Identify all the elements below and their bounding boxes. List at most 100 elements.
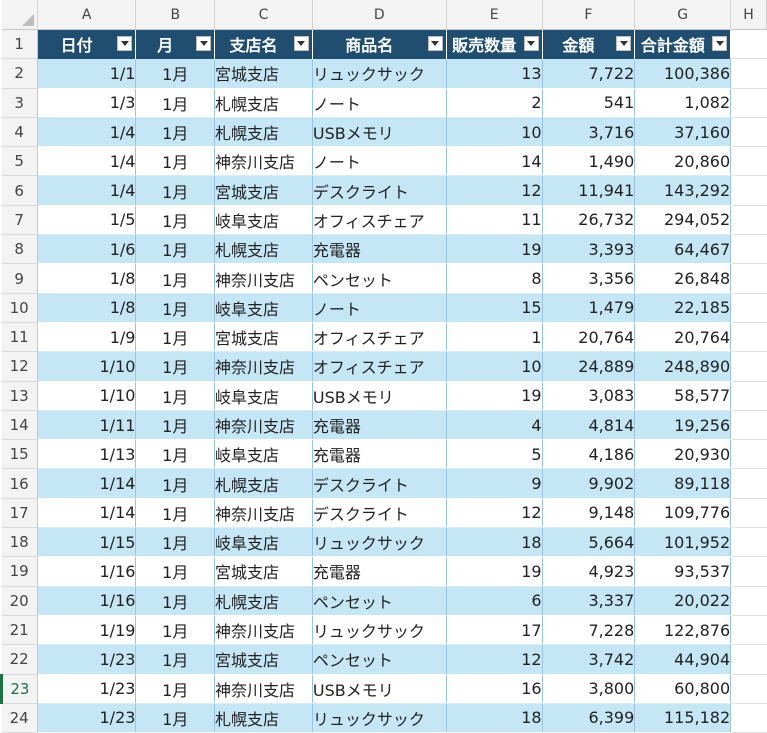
branch-cell[interactable]: 札幌支店 — [214, 88, 313, 118]
empty-cell-h[interactable] — [730, 322, 767, 353]
empty-cell-h[interactable] — [730, 527, 767, 558]
filter-dropdown-button[interactable] — [196, 36, 212, 51]
total-cell[interactable]: 1,082 — [634, 88, 732, 118]
empty-cell-h[interactable] — [730, 674, 767, 704]
row-header[interactable]: 20 — [1, 586, 38, 616]
date-cell[interactable]: 1/4 — [37, 117, 137, 148]
empty-cell-h[interactable] — [730, 175, 767, 206]
price-cell[interactable]: 7,722 — [542, 58, 636, 89]
date-cell[interactable]: 1/23 — [37, 644, 137, 675]
product-cell[interactable]: USBメモリ — [312, 381, 447, 411]
branch-cell[interactable]: 宮城支店 — [214, 556, 313, 587]
month-cell[interactable]: 1月 — [135, 498, 216, 529]
quantity-cell[interactable]: 12 — [446, 175, 543, 206]
branch-cell[interactable]: 宮城支店 — [214, 175, 313, 206]
total-cell[interactable]: 60,800 — [634, 674, 732, 704]
column-header-g[interactable]: G — [634, 0, 732, 30]
row-header[interactable]: 2 — [1, 58, 38, 89]
date-cell[interactable]: 1/8 — [37, 263, 137, 294]
product-cell[interactable]: USBメモリ — [312, 674, 447, 704]
product-cell[interactable]: リュックサック — [312, 58, 447, 89]
date-cell[interactable]: 1/3 — [37, 88, 137, 118]
price-cell[interactable]: 24,889 — [542, 351, 636, 382]
date-cell[interactable]: 1/23 — [37, 674, 137, 704]
date-cell[interactable]: 1/6 — [37, 234, 137, 265]
branch-cell[interactable]: 札幌支店 — [214, 234, 313, 265]
month-cell[interactable]: 1月 — [135, 439, 216, 470]
branch-cell[interactable]: 神奈川支店 — [214, 351, 313, 382]
product-cell[interactable]: ペンセット — [312, 644, 447, 675]
product-cell[interactable]: ノート — [312, 88, 447, 118]
quantity-cell[interactable]: 11 — [446, 205, 543, 236]
empty-cell-h[interactable] — [730, 586, 767, 616]
empty-cell-h[interactable] — [730, 381, 767, 411]
branch-cell[interactable]: 岐阜支店 — [214, 293, 313, 323]
date-cell[interactable]: 1/11 — [37, 410, 137, 441]
date-cell[interactable]: 1/4 — [37, 146, 137, 177]
row-header[interactable]: 11 — [1, 322, 38, 353]
price-cell[interactable]: 11,941 — [542, 175, 636, 206]
product-cell[interactable]: デスクライト — [312, 468, 447, 499]
empty-cell-h[interactable] — [730, 615, 767, 646]
quantity-cell[interactable]: 10 — [446, 351, 543, 382]
branch-cell[interactable]: 札幌支店 — [214, 703, 313, 733]
product-cell[interactable]: リュックサック — [312, 703, 447, 733]
quantity-cell[interactable]: 18 — [446, 703, 543, 733]
price-cell[interactable]: 4,814 — [542, 410, 636, 441]
quantity-cell[interactable]: 14 — [446, 146, 543, 177]
row-header[interactable]: 3 — [1, 88, 38, 118]
filter-dropdown-button[interactable] — [616, 36, 632, 51]
date-cell[interactable]: 1/9 — [37, 322, 137, 353]
date-cell[interactable]: 1/19 — [37, 615, 137, 646]
empty-cell-h[interactable] — [730, 703, 767, 733]
month-cell[interactable]: 1月 — [135, 88, 216, 118]
quantity-cell[interactable]: 19 — [446, 381, 543, 411]
price-cell[interactable]: 3,356 — [542, 263, 636, 294]
row-header[interactable]: 22 — [1, 644, 38, 675]
empty-cell-h[interactable] — [730, 644, 767, 675]
column-header-e[interactable]: E — [446, 0, 543, 30]
branch-cell[interactable]: 宮城支店 — [214, 322, 313, 353]
total-cell[interactable]: 100,386 — [634, 58, 732, 89]
total-cell[interactable]: 20,022 — [634, 586, 732, 616]
branch-cell[interactable]: 宮城支店 — [214, 58, 313, 89]
row-header[interactable]: 5 — [1, 146, 38, 177]
branch-cell[interactable]: 札幌支店 — [214, 468, 313, 499]
quantity-cell[interactable]: 18 — [446, 527, 543, 558]
table-header-cell[interactable]: 金額 — [542, 29, 636, 59]
month-cell[interactable]: 1月 — [135, 175, 216, 206]
date-cell[interactable]: 1/14 — [37, 468, 137, 499]
month-cell[interactable]: 1月 — [135, 703, 216, 733]
product-cell[interactable]: リュックサック — [312, 615, 447, 646]
month-cell[interactable]: 1月 — [135, 468, 216, 499]
row-header[interactable]: 13 — [1, 381, 38, 411]
total-cell[interactable]: 93,537 — [634, 556, 732, 587]
date-cell[interactable]: 1/10 — [37, 351, 137, 382]
branch-cell[interactable]: 札幌支店 — [214, 586, 313, 616]
empty-cell-h[interactable] — [730, 88, 767, 118]
product-cell[interactable]: デスクライト — [312, 498, 447, 529]
price-cell[interactable]: 541 — [542, 88, 636, 118]
price-cell[interactable]: 3,716 — [542, 117, 636, 148]
month-cell[interactable]: 1月 — [135, 293, 216, 323]
product-cell[interactable]: デスクライト — [312, 175, 447, 206]
total-cell[interactable]: 64,467 — [634, 234, 732, 265]
month-cell[interactable]: 1月 — [135, 410, 216, 441]
filter-dropdown-button[interactable] — [117, 36, 133, 51]
month-cell[interactable]: 1月 — [135, 263, 216, 294]
row-header[interactable]: 16 — [1, 468, 38, 499]
row-header[interactable]: 7 — [1, 205, 38, 236]
quantity-cell[interactable]: 12 — [446, 498, 543, 529]
date-cell[interactable]: 1/14 — [37, 498, 137, 529]
row-header[interactable]: 4 — [1, 117, 38, 148]
filter-dropdown-button[interactable] — [712, 36, 728, 51]
row-header[interactable]: 10 — [1, 293, 38, 323]
branch-cell[interactable]: 宮城支店 — [214, 644, 313, 675]
quantity-cell[interactable]: 1 — [446, 322, 543, 353]
total-cell[interactable]: 20,930 — [634, 439, 732, 470]
select-all-corner[interactable] — [1, 0, 38, 30]
quantity-cell[interactable]: 4 — [446, 410, 543, 441]
price-cell[interactable]: 20,764 — [542, 322, 636, 353]
month-cell[interactable]: 1月 — [135, 58, 216, 89]
month-cell[interactable]: 1月 — [135, 322, 216, 353]
